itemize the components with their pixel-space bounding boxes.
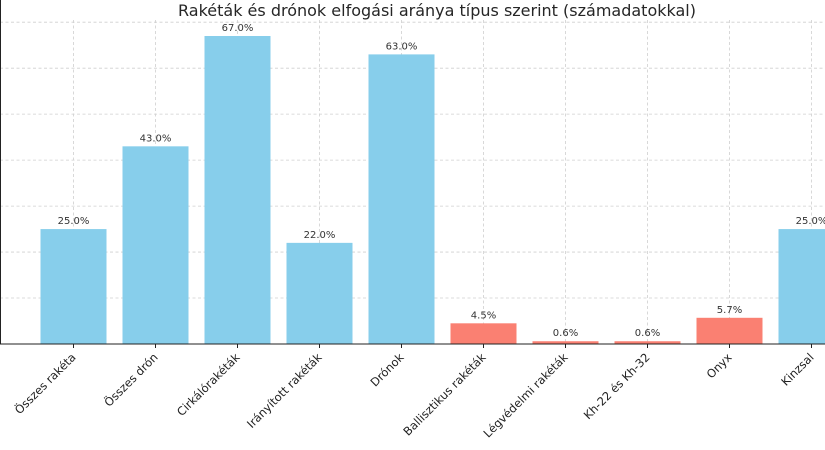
x-tick-label: Légvédelmi rakéták xyxy=(481,350,571,440)
bar xyxy=(450,323,517,344)
bar xyxy=(368,54,435,344)
x-tick-label: Kinzsal xyxy=(778,350,816,388)
bar-value-label: 43.0% xyxy=(140,133,172,144)
chart-title: Rakéták és drónok elfogási aránya típus … xyxy=(178,1,696,20)
bar-value-label: 25.0% xyxy=(58,216,90,227)
x-tick-label: Kh-22 és Kh-32 xyxy=(581,350,653,422)
bar-value-label: 22.0% xyxy=(304,230,336,241)
bars xyxy=(40,36,825,344)
bar xyxy=(204,36,271,344)
bar-value-label: 4.5% xyxy=(471,310,496,321)
bar-value-label: 5.7% xyxy=(717,305,742,316)
bar xyxy=(778,229,825,344)
x-tick-label: Drónok xyxy=(367,350,406,389)
bar-value-label: 67.0% xyxy=(222,23,254,34)
x-tick-label: Összes rakéta xyxy=(10,349,78,417)
bar-value-label: 25.0% xyxy=(796,216,825,227)
x-tick-label: Ballisztikus rakéták xyxy=(400,350,488,438)
x-tick-label: Onyx xyxy=(704,350,735,381)
x-tick-labels: Összes rakéta Összes drón Cirkálórakéták Ir… xyxy=(10,344,817,440)
x-tick-label: Összes drón xyxy=(100,349,161,410)
bar xyxy=(40,229,107,344)
bar xyxy=(614,341,681,344)
bar xyxy=(286,242,353,344)
bar-value-label: 0.6% xyxy=(635,328,660,339)
bar-value-label: 0.6% xyxy=(553,328,578,339)
x-tick-label: Irányított rakéták xyxy=(244,350,325,431)
bar-value-label: 63.0% xyxy=(386,41,418,52)
bar xyxy=(532,341,599,344)
x-tick-label: Cirkálórakéták xyxy=(174,350,243,419)
value-labels: 25.0% 43.0% 67.0% 22.0% 63.0% 4.5% 0.6% 0.6% 5.7… xyxy=(58,23,825,339)
bar xyxy=(122,146,189,344)
bar xyxy=(696,317,763,344)
